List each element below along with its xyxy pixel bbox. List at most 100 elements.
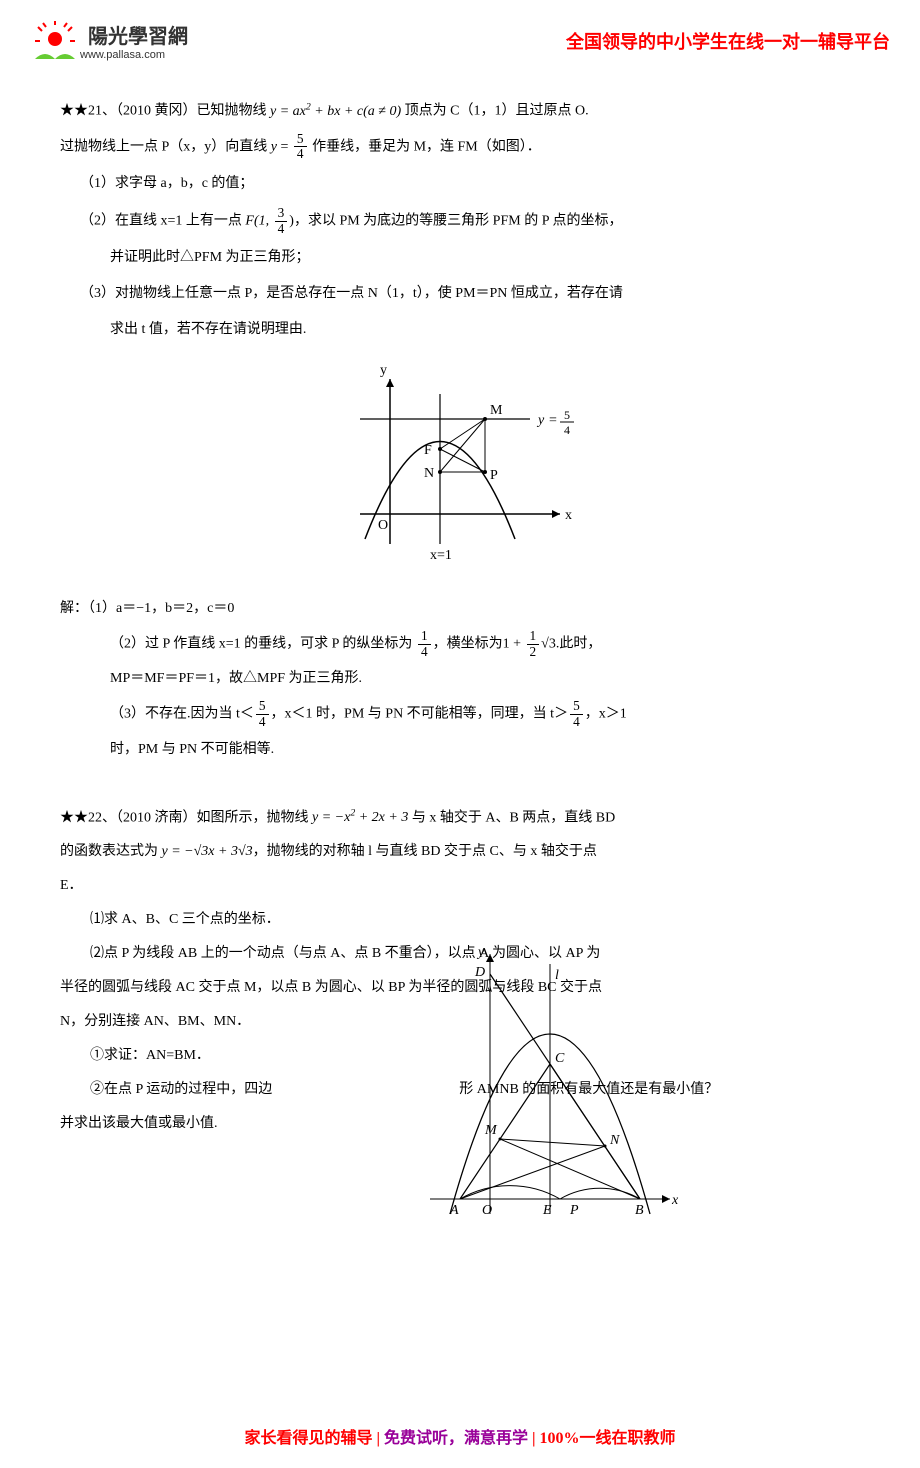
problem-21: ★★21、（2010 黄冈）已知抛物线 y = ax 2 + bx + c(a ≠…: [60, 97, 860, 764]
page-footer: 家长看得见的辅导 | 免费试听，满意再学 | 100%一线在职教师: [0, 1404, 920, 1468]
fig-P: P: [490, 468, 498, 483]
p22-eq: y = −x: [312, 810, 350, 825]
figure-21: y x O y = 5 4 x=1 M F N: [60, 364, 860, 575]
fig-origin: O: [378, 518, 388, 533]
p21-formula-rest: + bx + c(a ≠ 0): [311, 104, 401, 119]
logo-name: 陽光學習網: [88, 20, 188, 49]
p21-ans3-pre: （3）不存在.因为当 t＜: [110, 707, 254, 722]
frac-den: 4: [275, 222, 288, 237]
p21-ans2-pre: （2）过 P 作直线 x=1 的垂线，可求 P 的纵坐标为: [110, 637, 416, 652]
fig2-C: C: [555, 1051, 565, 1066]
fig2-y: y: [476, 945, 485, 960]
p21-q2: （2）在直线 x=1 上有一点 F(1, 34)，求以 PM 为底边的等腰三角形…: [60, 206, 860, 236]
p21-ans2-line2: MP＝MF＝PF＝1，故△MPF 为正三角形.: [60, 665, 860, 693]
p21-ans2-sqrt: √3: [541, 637, 556, 652]
svg-text:y: y: [536, 413, 545, 428]
fig2-l: l: [555, 968, 559, 983]
p21-stem-post: 顶点为 C（1，1）且过原点 O.: [401, 104, 588, 119]
fig2-A: A: [449, 1203, 459, 1218]
frac-num: 5: [256, 699, 269, 715]
p21-stem: ★★21、（2010 黄冈）已知抛物线 y = ax2 + bx + c(a ≠…: [60, 97, 860, 126]
page-title: 全国领导的中小学生在线一对一辅导平台: [218, 28, 890, 54]
p21-stem-pre: 已知抛物线: [197, 104, 271, 119]
fig2-N: N: [609, 1133, 620, 1148]
svg-text:=: =: [549, 413, 557, 428]
p21-ans2-a: 1 +: [503, 637, 525, 652]
fig-yline-num: 5: [564, 408, 570, 422]
fig2-D: D: [474, 965, 485, 980]
fig2-P: P: [569, 1203, 579, 1218]
logo-text-block: 陽光學習網 www.pallasa.com: [80, 20, 188, 61]
footer-part2: 免费试听，满意再学: [384, 1430, 528, 1447]
p21-ans3: （3）不存在.因为当 t＜54，x＜1 时，PM 与 PN 不可能相等，同理，当…: [60, 699, 860, 729]
p22-sub2-pre: ②在点 P 运动的过程中，四边: [90, 1082, 272, 1097]
p21-ans2: （2）过 P 作直线 x=1 的垂线，可求 P 的纵坐标为 14，横坐标为1 +…: [60, 629, 860, 659]
p21-line2-post: 作垂线，垂足为 M，连 FM（如图）．: [309, 139, 541, 154]
p22-stem: ★★22、（2010 济南）如图所示，抛物线 y = −x2 + 2x + 3 …: [60, 804, 860, 833]
p21-ans2-mid: ，横坐标为: [433, 637, 503, 652]
footer-part3: 100%一线在职教师: [540, 1430, 676, 1447]
p21-q2-line2: 并证明此时△PFM 为正三角形；: [60, 244, 860, 272]
fig2-M: M: [484, 1123, 498, 1138]
p22-line2-pre: 的函数表达式为: [60, 844, 162, 859]
p22-source: （2010 济南）: [116, 810, 197, 825]
p21-q3-line2: 求出 t 值，若不存在请说明理由.: [60, 316, 860, 344]
content-body: ★★21、（2010 黄冈）已知抛物线 y = ax 2 + bx + c(a ≠…: [0, 71, 920, 1404]
p21-q2-post: ，求以 PM 为底边的等腰三角形 PFM 的 P 点的坐标，: [294, 213, 623, 228]
p21-line2-pre: 过抛物线上一点 P（x，y）向直线: [60, 139, 271, 154]
frac-den: 4: [256, 715, 269, 730]
frac-den: 4: [294, 147, 307, 162]
fig-M: M: [490, 403, 503, 418]
p22-q1: ⑴求 A、B、C 三个点的坐标．: [60, 906, 860, 934]
fig2-x: x: [671, 1193, 679, 1208]
p22-line2-post: ，抛物线的对称轴 l 与直线 BD 交于点 C、与 x 轴交于点: [253, 844, 597, 859]
p21-ans2-post: .此时，: [556, 637, 602, 652]
fig2-E: E: [542, 1203, 552, 1218]
frac-num: 1: [418, 629, 431, 645]
p22-line2: 的函数表达式为 y = −√3x + 3√3，抛物线的对称轴 l 与直线 BD …: [60, 838, 860, 866]
fig-yline-den: 4: [564, 423, 570, 437]
p22-line3: E．: [60, 872, 860, 900]
p21-q3-line1: （3）对抛物线上任意一点 P，是否总存在一点 N（1，t），使 PM＝PN 恒成…: [60, 280, 860, 308]
footer-sep2: |: [528, 1430, 540, 1447]
p22-sub1-text: ①求证：AN=BM．: [90, 1048, 210, 1063]
fig-F: F: [424, 443, 432, 458]
p21-q2-F: F(1,: [245, 213, 272, 228]
logo-url: www.pallasa.com: [80, 49, 188, 61]
sun-logo-icon: [30, 21, 80, 61]
p22-line2-eq: y = −√3x + 3√3: [162, 844, 253, 859]
p21-ans3-mid2: ，x＞1: [585, 707, 627, 722]
p21-number: ★★21、: [60, 104, 116, 119]
fig2-O: O: [482, 1203, 492, 1218]
fig2-B: B: [635, 1203, 644, 1218]
frac-num: 5: [570, 699, 583, 715]
p21-q1: （1）求字母 a，b，c 的值；: [60, 170, 860, 198]
fig-x-label: x: [565, 508, 572, 523]
fig-N: N: [424, 466, 434, 481]
frac-num: 5: [294, 132, 307, 148]
p21-source: （2010 黄冈）: [116, 104, 197, 119]
fig-x1: x=1: [430, 548, 452, 563]
p21-solution: 解：（1）a＝−1，b＝2，c＝0 （2）过 P 作直线 x=1 的垂线，可求 …: [60, 595, 860, 764]
p21-ans3-line2: 时，PM 与 PN 不可能相等.: [60, 736, 860, 764]
p21-ans1: 解：（1）a＝−1，b＝2，c＝0: [60, 595, 860, 623]
frac-den: 2: [527, 645, 540, 660]
frac-den: 4: [418, 645, 431, 660]
figure-22: y x l D C M N A O: [420, 944, 680, 1235]
frac-num: 3: [275, 206, 288, 222]
p21-line2: 过抛物线上一点 P（x，y）向直线 y = 54 作垂线，垂足为 M，连 FM（…: [60, 132, 860, 162]
frac-num: 1: [527, 629, 540, 645]
fig-y-label: y: [380, 364, 387, 378]
p22-stem-pre: 如图所示，抛物线: [197, 810, 313, 825]
problem-22: ★★22、（2010 济南）如图所示，抛物线 y = −x2 + 2x + 3 …: [60, 804, 860, 1325]
figure-22-svg: y x l D C M N A O: [420, 944, 680, 1224]
p21-ans3-mid1: ，x＜1 时，PM 与 PN 不可能相等，同理，当 t＞: [271, 707, 569, 722]
p22-stem-post: 与 x 轴交于 A、B 两点，直线 BD: [408, 810, 615, 825]
footer-part1: 家长看得见的辅导: [244, 1430, 372, 1447]
p21-formula-y: y = ax: [270, 104, 306, 119]
logo: 陽光學習網 www.pallasa.com: [30, 20, 188, 61]
p22-number: ★★22、: [60, 810, 116, 825]
page-header: 陽光學習網 www.pallasa.com 全国领导的中小学生在线一对一辅导平台: [0, 0, 920, 71]
footer-sep: |: [372, 1430, 384, 1447]
frac-den: 4: [570, 715, 583, 730]
